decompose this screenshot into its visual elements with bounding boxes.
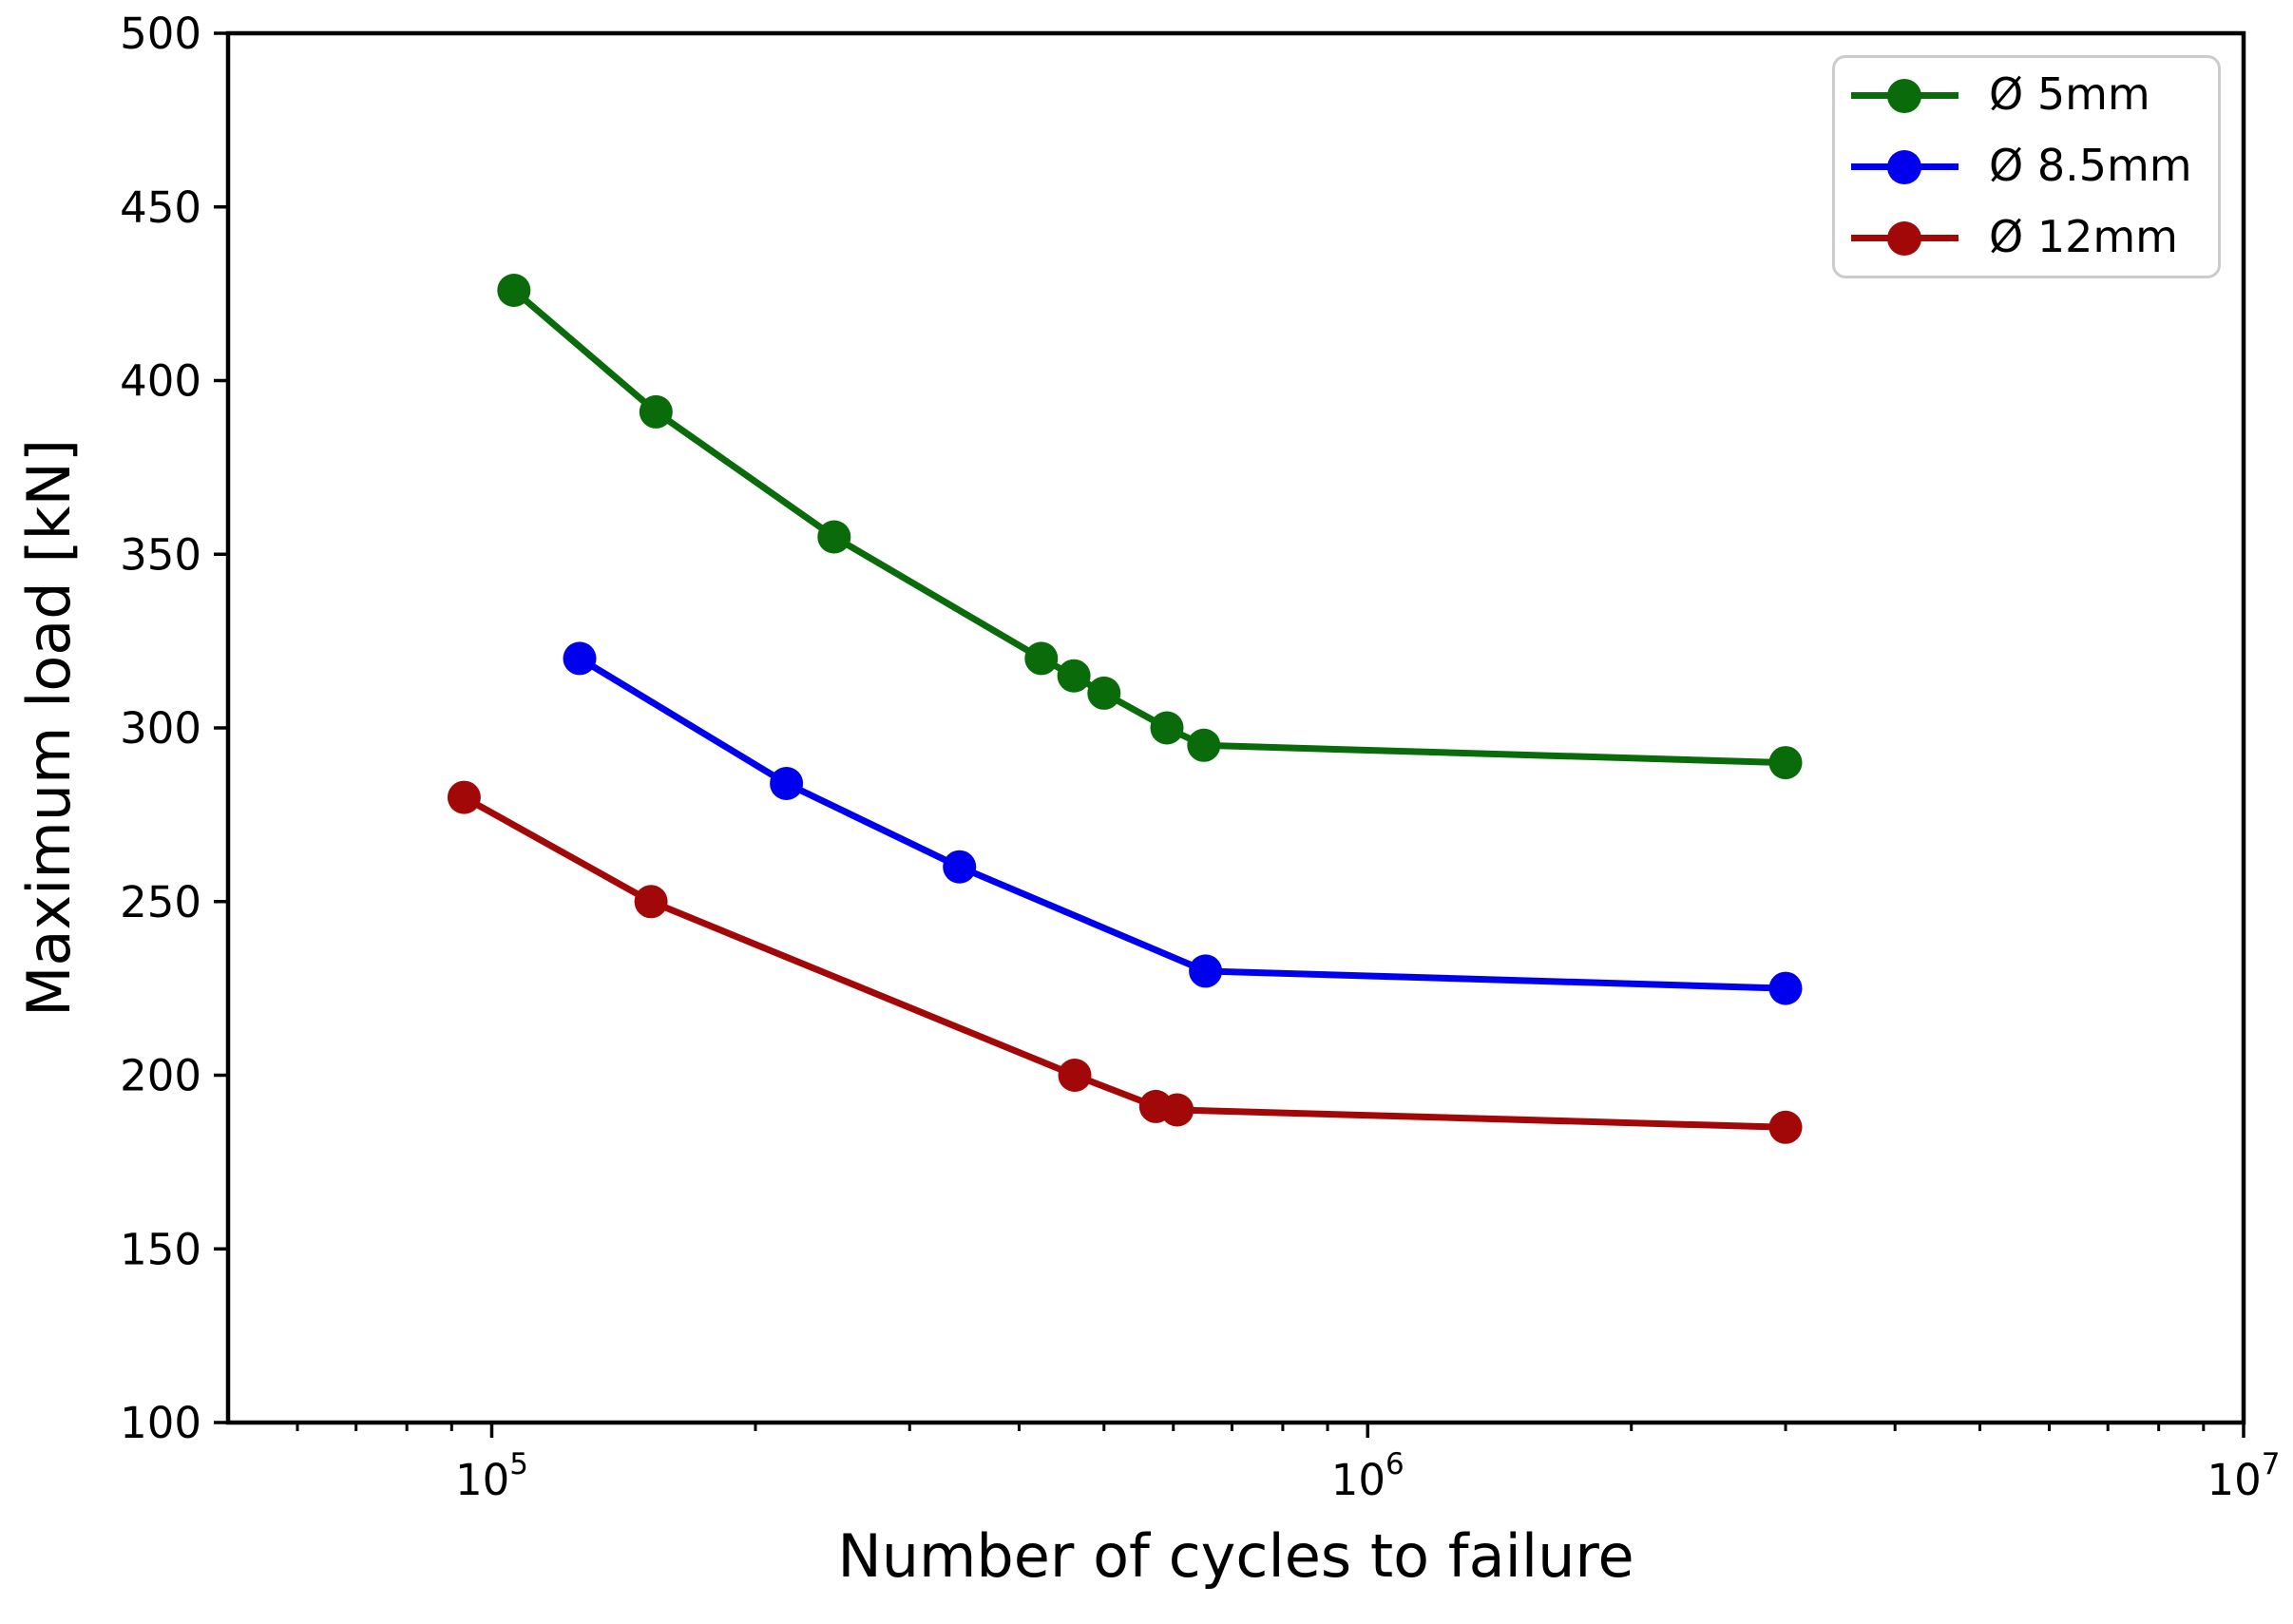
- legend-item-8-5mm: Ø 8.5mm: [1851, 133, 2218, 201]
- series-line-0: [510, 287, 1789, 767]
- series-line-1: [576, 655, 1789, 992]
- x-tick-label-0: 105: [455, 1447, 528, 1505]
- x-axis-label: Number of cycles to failure: [837, 1521, 1634, 1591]
- legend-item-5mm: Ø 5mm: [1851, 62, 2218, 130]
- data-point-2-0: [447, 780, 481, 814]
- legend-label: Ø 12mm: [1989, 210, 2178, 262]
- legend-line-marker-swatch: [1851, 78, 1959, 114]
- legend-label: Ø 8.5mm: [1989, 139, 2192, 191]
- y-tick-label-100: 100: [120, 1398, 201, 1448]
- x-tick-label-1: 106: [1331, 1447, 1404, 1505]
- legend-label: Ø 5mm: [1989, 67, 2150, 120]
- data-point-2-2: [1058, 1059, 1092, 1092]
- y-tick-label-500: 500: [120, 9, 201, 59]
- y-tick-label-350: 350: [120, 529, 201, 580]
- data-point-0-1: [639, 394, 673, 429]
- data-point-0-2: [817, 520, 851, 554]
- legend-item-12mm: Ø 12mm: [1851, 204, 2218, 273]
- data-point-2-5: [1768, 1110, 1803, 1144]
- data-point-0-7: [1187, 728, 1221, 762]
- data-point-0-8: [1768, 746, 1803, 780]
- legend: Ø 5mm Ø 8.5mm Ø 12mm: [1832, 55, 2221, 278]
- data-point-0-0: [497, 274, 531, 307]
- y-tick-label-300: 300: [120, 703, 201, 754]
- x-tick-label-2: 107: [2207, 1447, 2281, 1505]
- data-point-0-3: [1024, 641, 1059, 676]
- data-point-0-4: [1057, 659, 1091, 693]
- y-tick-label-150: 150: [120, 1224, 201, 1274]
- y-tick-label-450: 450: [120, 182, 201, 233]
- data-point-2-1: [634, 885, 668, 919]
- y-tick-label-400: 400: [120, 356, 201, 407]
- legend-line-marker-swatch: [1851, 149, 1959, 185]
- data-point-1-1: [770, 767, 804, 800]
- series-line-2: [460, 793, 1789, 1131]
- data-point-2-4: [1160, 1093, 1194, 1127]
- data-point-1-0: [563, 641, 597, 676]
- data-point-1-2: [943, 850, 977, 884]
- y-axis-label: Maximum load [kN]: [14, 438, 84, 1018]
- data-point-0-6: [1150, 711, 1184, 745]
- data-point-1-4: [1768, 971, 1803, 1005]
- legend-line-marker-swatch: [1851, 220, 1959, 257]
- data-point-1-3: [1189, 954, 1223, 988]
- y-tick-label-200: 200: [120, 1051, 201, 1101]
- y-tick-label-250: 250: [120, 877, 201, 927]
- data-point-0-5: [1087, 676, 1121, 710]
